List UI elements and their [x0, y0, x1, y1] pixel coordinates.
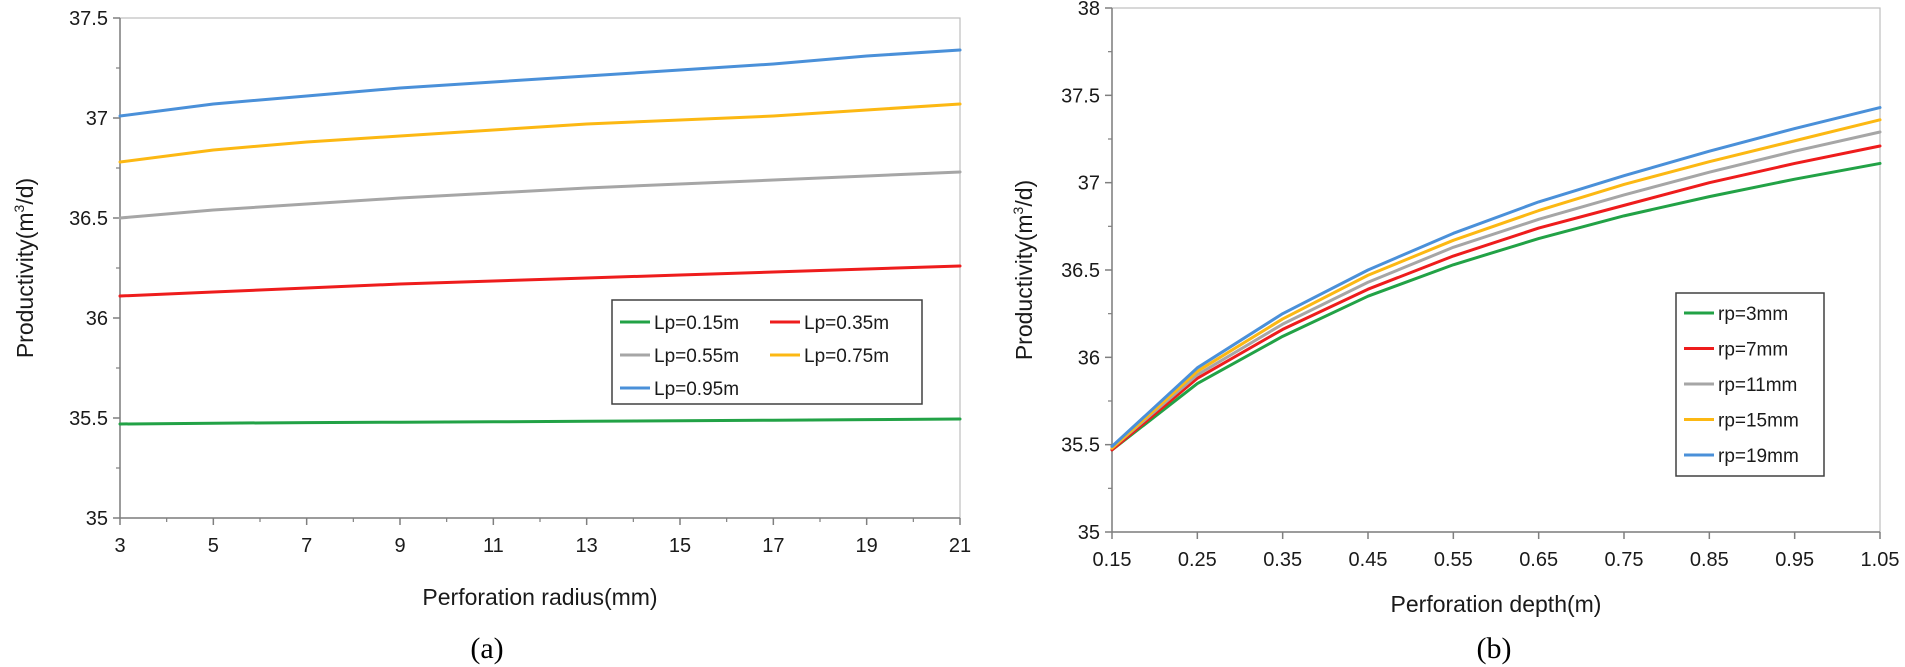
x-axis-title: Perforation depth(m) [1391, 591, 1602, 617]
legend-box [611, 299, 923, 405]
panel-caption: (b) [1477, 632, 1512, 665]
y-axis-title: Productivity(m3/d) [11, 178, 38, 358]
y-tick-label: 35.5 [69, 408, 108, 430]
y-tick-label: 35 [86, 508, 108, 530]
y-tick-label: 35.5 [1061, 435, 1100, 457]
legend-label: Lp=0.55m [654, 346, 739, 367]
y-axis-title: Productivity(m3/d) [1010, 180, 1037, 360]
series-line [1110, 130, 1882, 450]
x-tick-label: 0.25 [1178, 549, 1217, 571]
x-tick-label: 0.95 [1775, 549, 1814, 571]
legend-label: rp=11mm [1718, 375, 1797, 396]
series-line [118, 264, 962, 298]
y-tick-label: 37 [86, 108, 108, 130]
y-tick-label: 36 [86, 308, 108, 330]
x-tick-label: 7 [301, 535, 312, 557]
y-tick-label: 37 [1078, 173, 1100, 195]
panel-caption: (a) [470, 632, 503, 665]
x-tick-label: 11 [483, 535, 504, 557]
x-tick-label: 0.85 [1690, 549, 1729, 571]
y-axis-title-superscript: 3 [1010, 206, 1026, 214]
x-tick-label: 0.65 [1519, 549, 1558, 571]
y-axis-title-unit: /d) [12, 178, 38, 205]
series-line [118, 170, 962, 220]
x-tick-label: 3 [114, 535, 125, 557]
y-tick-label: 38 [1078, 0, 1100, 20]
x-tick-label: 0.75 [1605, 549, 1644, 571]
series-line [1110, 161, 1882, 452]
x-tick-label: 0.35 [1263, 549, 1302, 571]
x-tick-label: 0.55 [1434, 549, 1473, 571]
y-tick-label: 37.5 [1061, 85, 1100, 107]
x-tick-label: 0.45 [1349, 549, 1388, 571]
series-line [1110, 106, 1882, 448]
y-tick-label: 36.5 [1061, 260, 1100, 282]
x-tick-label: 19 [856, 535, 878, 557]
legend-label: Lp=0.35m [804, 313, 889, 334]
legend: Lp=0.15m Lp=0.35m Lp=0.55m Lp=0.75m Lp=0.95m [611, 299, 923, 405]
y-axis-title-base: Productivity(m [1011, 214, 1037, 360]
series-line [118, 48, 962, 118]
x-tick-label: 1.05 [1861, 549, 1900, 571]
y-axis-title-base: Productivity(m [12, 212, 38, 358]
y-tick-label: 35 [1078, 522, 1100, 544]
y-axis-title-unit: /d) [1011, 180, 1037, 207]
x-tick-label: 9 [394, 535, 405, 557]
x-tick-label: 21 [949, 535, 971, 557]
y-tick-label: 36.5 [69, 208, 108, 230]
y-tick-label: 37.5 [69, 8, 108, 30]
series-line [1110, 144, 1882, 452]
legend-label: rp=15mm [1718, 411, 1799, 432]
legend: rp=3mm rp=7mm rp=11mm rp=15mm rp=19mm [1675, 292, 1825, 477]
y-tick-label: 36 [1078, 347, 1100, 369]
legend-label: Lp=0.15m [654, 313, 739, 334]
chart-panel-b: 35 35.5 36 36.5 37 37.5 38 0.15 0.25 0.35 0.45 0.55… [1010, 0, 1899, 665]
legend-label: rp=19mm [1718, 446, 1799, 467]
x-axis-title: Perforation radius(mm) [422, 584, 657, 610]
series-line [118, 417, 962, 426]
legend-label: rp=7mm [1718, 340, 1788, 361]
x-tick-label: 17 [762, 535, 784, 557]
y-axis-title-superscript: 3 [11, 204, 27, 212]
x-tick-label: 13 [576, 535, 598, 557]
series-line [118, 102, 962, 164]
x-tick-label: 0.15 [1093, 549, 1132, 571]
x-tick-label: 15 [669, 535, 691, 557]
x-tick-label: 5 [208, 535, 219, 557]
legend-label: rp=3mm [1718, 304, 1788, 325]
legend-label: Lp=0.95m [654, 379, 739, 400]
series-line [1110, 118, 1882, 450]
legend-label: Lp=0.75m [804, 346, 889, 367]
plot-area-frame [119, 17, 961, 519]
